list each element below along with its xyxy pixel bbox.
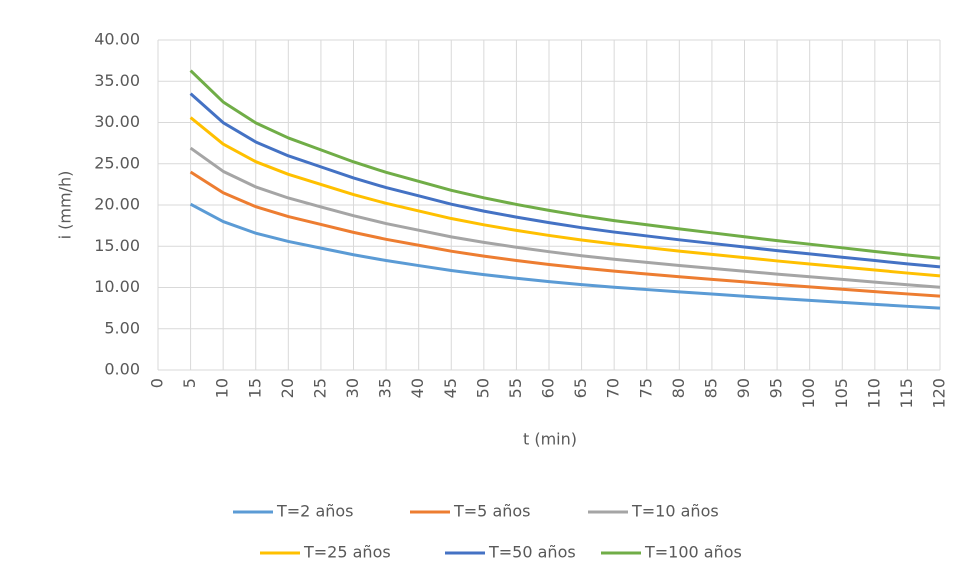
y-tick-label: 20.00 bbox=[94, 195, 140, 214]
y-tick-label: 35.00 bbox=[94, 71, 140, 90]
y-axis-title: i (mm/h) bbox=[56, 171, 75, 240]
x-tick-label: 75 bbox=[636, 378, 655, 398]
x-tick-label: 65 bbox=[571, 378, 590, 398]
x-tick-label: 50 bbox=[473, 378, 492, 398]
y-tick-label: 15.00 bbox=[94, 236, 140, 255]
x-tick-label: 105 bbox=[832, 378, 851, 409]
x-tick-label: 90 bbox=[734, 378, 753, 398]
x-tick-label: 115 bbox=[897, 378, 916, 409]
x-tick-label: 30 bbox=[343, 378, 362, 398]
legend-label: T=2 años bbox=[276, 502, 354, 521]
x-tick-label: 60 bbox=[539, 378, 558, 398]
x-tick-label: 85 bbox=[701, 378, 720, 398]
x-tick-label: 5 bbox=[180, 378, 199, 388]
x-tick-label: 70 bbox=[604, 378, 623, 398]
x-axis-title: t (min) bbox=[523, 430, 577, 449]
x-tick-label: 110 bbox=[864, 378, 883, 409]
x-tick-label: 80 bbox=[669, 378, 688, 398]
y-tick-label: 0.00 bbox=[104, 360, 140, 379]
x-tick-label: 20 bbox=[278, 378, 297, 398]
x-tick-label: 40 bbox=[408, 378, 427, 398]
x-tick-label: 0 bbox=[148, 378, 167, 388]
y-tick-label: 10.00 bbox=[94, 277, 140, 296]
chart: t (min) i (mm/h) 0.00 5.00 10.00 15.00 20.00… bbox=[0, 0, 956, 583]
legend-label: T=50 años bbox=[488, 543, 576, 562]
x-tick-label: 100 bbox=[799, 378, 818, 409]
x-tick-label: 55 bbox=[506, 378, 525, 398]
legend-label: T=5 años bbox=[453, 502, 531, 521]
legend-label: T=25 años bbox=[303, 543, 391, 562]
x-tick-label: 10 bbox=[213, 378, 232, 398]
legend-label: T=10 años bbox=[631, 502, 719, 521]
y-tick-label: 30.00 bbox=[94, 112, 140, 131]
x-tick-label: 95 bbox=[767, 378, 786, 398]
y-tick-label: 5.00 bbox=[104, 318, 140, 337]
y-tick-label: 40.00 bbox=[94, 30, 140, 49]
x-tick-label: 120 bbox=[930, 378, 949, 409]
x-tick-label: 35 bbox=[376, 378, 395, 398]
y-tick-label: 25.00 bbox=[94, 153, 140, 172]
background bbox=[0, 0, 956, 583]
x-tick-label: 45 bbox=[441, 378, 460, 398]
x-tick-label: 15 bbox=[245, 378, 264, 398]
legend-label: T=100 años bbox=[644, 543, 742, 562]
x-tick-label: 25 bbox=[310, 378, 329, 398]
